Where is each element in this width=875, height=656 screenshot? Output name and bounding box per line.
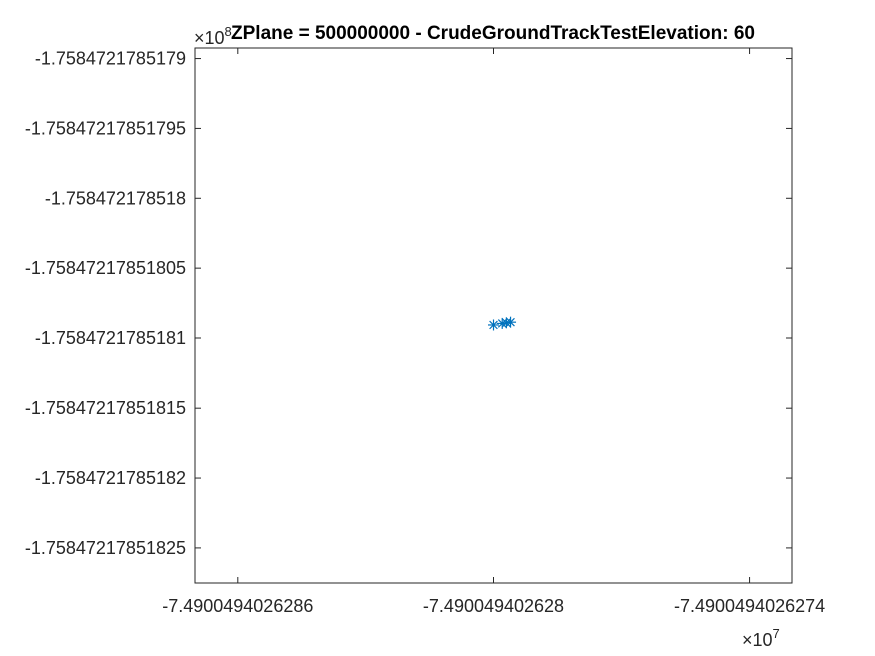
y-tick-label: -1.7584721785181 <box>35 328 186 348</box>
y-tick-label: -1.75847217851805 <box>25 258 186 278</box>
data-point <box>488 319 499 331</box>
ticks-layer: -7.4900494026286 -7.490049402628 -7.490049… <box>25 48 825 616</box>
x-tick-label: -7.4900494026286 <box>162 596 313 616</box>
chart-title: ZPlane = 500000000 - CrudeGroundTrackTes… <box>231 23 755 44</box>
y-tick-label: -1.75847217851795 <box>25 118 186 138</box>
x-exponent-label: ×107 <box>742 626 780 650</box>
data-point <box>505 316 517 328</box>
y-tick-label: -1.7584721785182 <box>35 468 186 488</box>
y-exponent-power: 8 <box>225 24 232 39</box>
points-layer <box>488 316 517 331</box>
x-exponent-power: 7 <box>773 626 780 641</box>
y-tick-label: -1.7584721785179 <box>35 49 186 69</box>
y-tick-label: -1.758472178518 <box>45 188 186 208</box>
y-exponent-base: ×10 <box>194 28 225 48</box>
axes-background <box>195 48 792 583</box>
axes-box <box>194 47 793 584</box>
x-exponent-base: ×10 <box>742 630 773 650</box>
y-tick-label: -1.75847217851825 <box>25 538 186 558</box>
x-tick-label: -7.490049402628 <box>423 596 564 616</box>
x-tick-label: -7.4900494026274 <box>674 596 825 616</box>
y-exponent-label: ×108 <box>194 24 232 48</box>
y-tick-label: -1.75847217851815 <box>25 398 186 418</box>
